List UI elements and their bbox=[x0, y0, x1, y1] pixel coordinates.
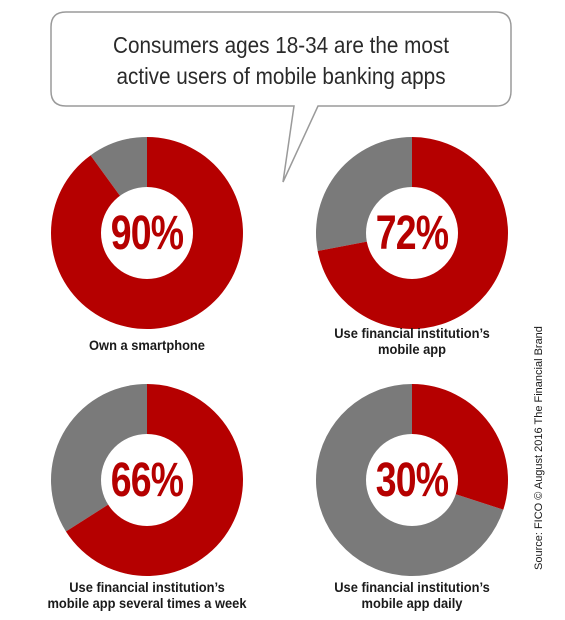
donut-chart-smartphone: 90% bbox=[50, 136, 244, 330]
donut-percent-label: 30% bbox=[375, 453, 449, 507]
donut-svg bbox=[50, 384, 243, 576]
caption-weekly: Use financial institution’s mobile app s… bbox=[23, 579, 271, 611]
donut-hole bbox=[101, 187, 193, 279]
caption-daily: Use financial institution’s mobile app d… bbox=[288, 579, 536, 611]
donut-percent-label: 72% bbox=[375, 206, 449, 260]
caption-line: Use financial institution’s bbox=[334, 325, 490, 341]
donut-svg bbox=[316, 384, 508, 576]
caption-line: mobile app several times a week bbox=[47, 595, 247, 611]
donut-hole bbox=[101, 434, 193, 526]
source-credit: Source: FICO © August 2016 The Financial… bbox=[533, 326, 545, 570]
donut-svg bbox=[50, 137, 243, 329]
headline-line-2: active users of mobile banking apps bbox=[116, 63, 446, 89]
donut-svg bbox=[315, 137, 508, 329]
caption-smartphone: Own a smartphone bbox=[23, 337, 271, 353]
caption-line: Use financial institution’s bbox=[69, 579, 225, 595]
donut-chart-daily: 30% bbox=[315, 383, 509, 577]
caption-line: mobile app bbox=[378, 341, 446, 357]
donut-percent-label: 90% bbox=[110, 206, 184, 260]
donut-chart-mobile-app: 72% bbox=[315, 136, 509, 330]
headline-line-1: Consumers ages 18-34 are the most bbox=[113, 32, 449, 58]
caption-mobile-app: Use financial institution’s mobile app bbox=[288, 325, 536, 357]
donut-percent-label: 66% bbox=[110, 453, 184, 507]
donut-chart-weekly: 66% bbox=[50, 383, 244, 577]
caption-line: Own a smartphone bbox=[89, 337, 205, 353]
donut-hole bbox=[366, 434, 458, 526]
caption-line: mobile app daily bbox=[361, 595, 463, 611]
caption-line: Use financial institution’s bbox=[334, 579, 490, 595]
donut-hole bbox=[366, 187, 458, 279]
